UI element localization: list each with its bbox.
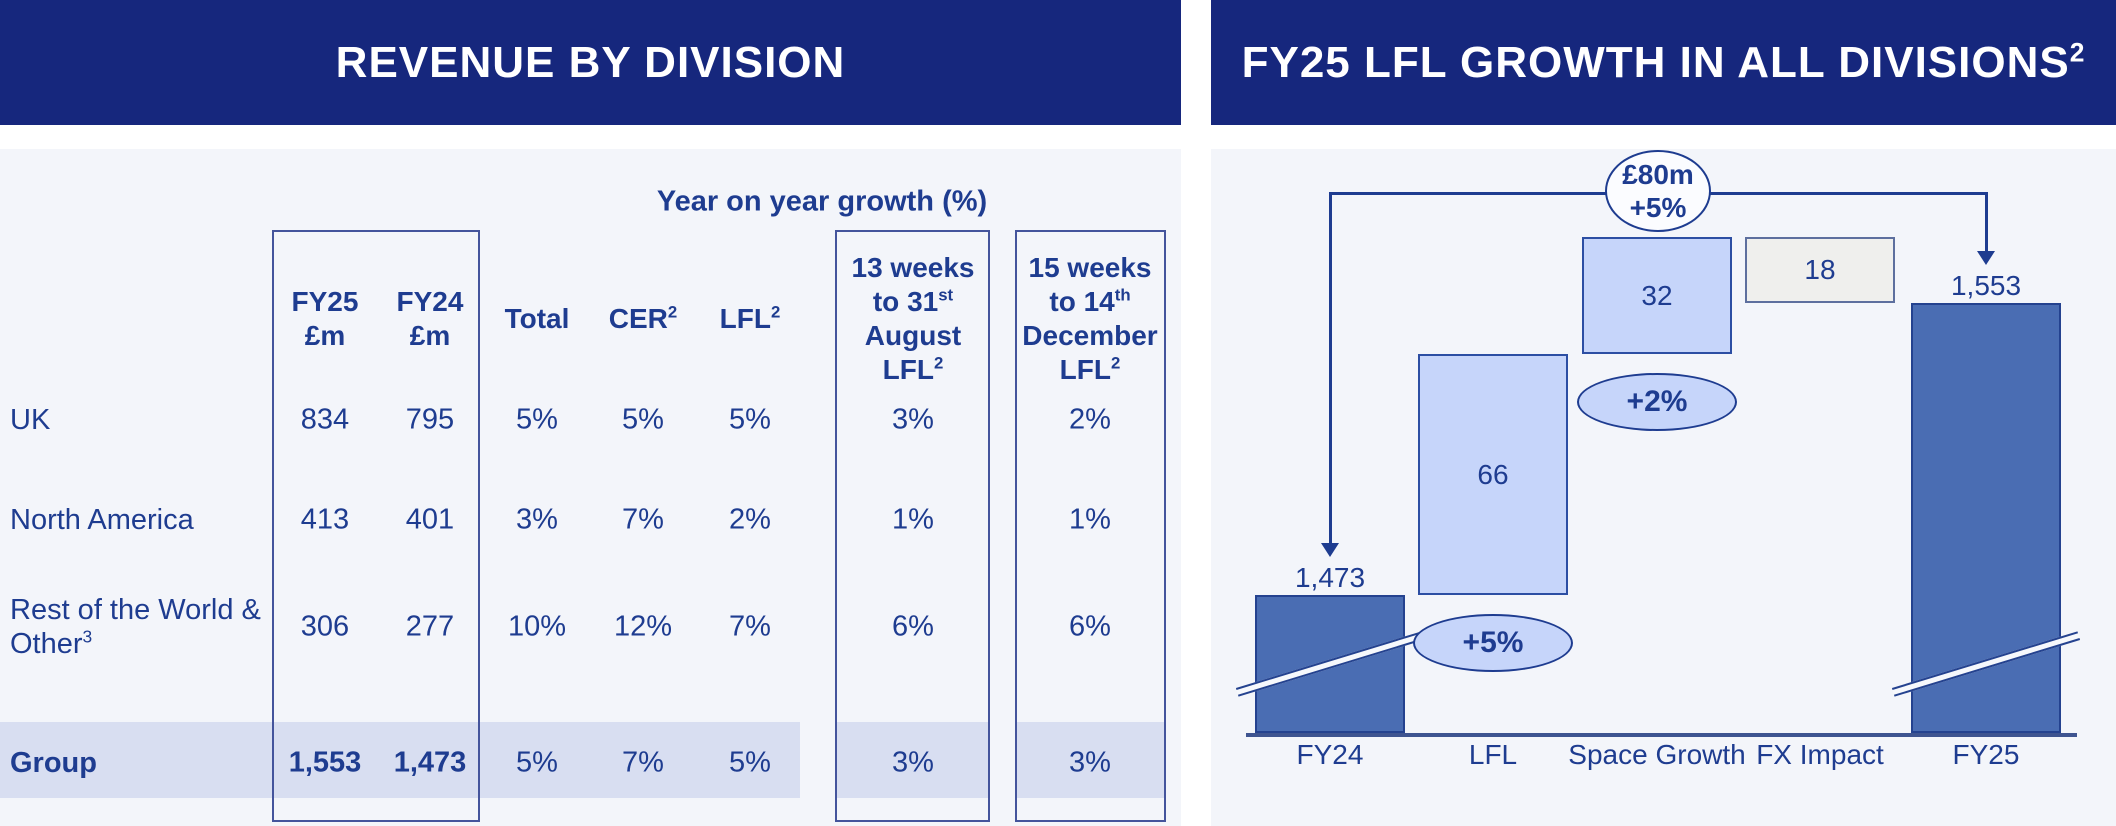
lfl-growth-panel-header: FY25 LFL GROWTH IN ALL DIVISIONS2 <box>1211 0 2116 125</box>
group-row-highlight <box>835 722 990 798</box>
column-header: 13 weeks to 31st August LFL2 <box>851 252 975 385</box>
yoy-growth-header: Year on year growth (%) <box>656 185 988 218</box>
table-cell: 795 <box>405 403 455 436</box>
table-cell: 413 <box>300 503 350 536</box>
column-header: LFL2 <box>719 302 781 334</box>
x-axis-line <box>1246 733 2077 737</box>
table-cell: 10% <box>507 610 567 643</box>
table-cell: 1,553 <box>288 746 362 779</box>
callout-bracket-line <box>1329 192 1332 543</box>
table-cell: 5% <box>516 403 558 436</box>
column-header: 15 weeks to 14th December LFL2 <box>1022 252 1158 385</box>
table-cell: 3% <box>892 746 934 779</box>
bar-value-label: 1,473 <box>1294 562 1366 593</box>
table-cell: 6% <box>892 610 934 643</box>
table-cell: 5% <box>729 403 771 436</box>
table-cell: 1% <box>892 503 934 536</box>
table-cell: 1,473 <box>393 746 467 779</box>
row-label: Group <box>10 747 97 779</box>
growth-pct-badge: +5% <box>1413 614 1573 672</box>
lfl-growth-panel-title: FY25 LFL GROWTH IN ALL DIVISIONS2 <box>1241 36 2086 87</box>
table-cell: 5% <box>729 746 771 779</box>
bar-value-label: 32 <box>1641 279 1673 311</box>
x-axis-label-space-growth: Space Growth <box>1568 739 1746 770</box>
revenue-panel-header: REVENUE BY DIVISION <box>0 0 1181 125</box>
revenue-by-division-table: Year on year growth (%) FY25 £m FY24 £m Tota… <box>0 149 1181 826</box>
table-cell: 3% <box>516 503 558 536</box>
column-header: FY24 £m <box>396 286 464 351</box>
x-axis-label-lfl: LFL <box>1468 739 1518 770</box>
fy-columns-outline-box <box>272 230 480 822</box>
row-label: UK <box>10 404 51 436</box>
table-cell: 3% <box>892 403 934 436</box>
table-cell: 834 <box>300 403 350 436</box>
table-cell: 5% <box>516 746 558 779</box>
waterfall-bar-space-growth <box>1582 237 1732 355</box>
lfl-waterfall-chart: 1,473 FY24 66 LFL 32 Space Growth 18 FX Impact 1… <box>1211 149 2116 826</box>
revenue-panel-title: REVENUE BY DIVISION <box>335 37 846 87</box>
down-arrow-icon <box>1321 543 1339 557</box>
table-cell: 306 <box>300 610 350 643</box>
bar-value-label: 66 <box>1477 458 1509 490</box>
group-row-highlight <box>0 722 800 798</box>
x-axis-label-fy25: FY25 <box>1952 739 2020 770</box>
table-cell: 2% <box>1069 403 1111 436</box>
table-cell: 1% <box>1069 503 1111 536</box>
table-cell: 3% <box>1069 746 1111 779</box>
bar-value-label: 1,553 <box>1950 270 2022 301</box>
table-cell: 6% <box>1069 610 1111 643</box>
table-cell: 5% <box>622 403 664 436</box>
row-label: North America <box>10 504 194 536</box>
row-label: Rest of the World & Other3 <box>10 594 261 660</box>
table-cell: 2% <box>729 503 771 536</box>
waterfall-bar-fx-impact <box>1745 237 1895 303</box>
fifteen-weeks-outline-box <box>1015 230 1166 822</box>
growth-pct-badge: +2% <box>1577 373 1737 432</box>
column-header: Total <box>504 303 570 334</box>
down-arrow-icon <box>1977 251 1995 265</box>
growth-callout-badge: £80m +5% <box>1605 150 1711 232</box>
column-header: CER2 <box>608 302 678 334</box>
table-cell: 7% <box>622 503 664 536</box>
column-header: FY25 £m <box>291 286 359 351</box>
table-cell: 401 <box>405 503 455 536</box>
table-cell: 7% <box>729 610 771 643</box>
waterfall-bar-lfl <box>1418 354 1568 595</box>
x-axis-label-fx-impact: FX Impact <box>1756 739 1884 770</box>
table-cell: 277 <box>405 610 455 643</box>
group-row-highlight <box>1015 722 1166 798</box>
thirteen-weeks-outline-box <box>835 230 990 822</box>
x-axis-label-fy24: FY24 <box>1296 739 1364 770</box>
callout-bracket-line <box>1985 192 1988 251</box>
bar-value-label: 18 <box>1804 254 1836 286</box>
table-cell: 12% <box>613 610 673 643</box>
table-cell: 7% <box>622 746 664 779</box>
